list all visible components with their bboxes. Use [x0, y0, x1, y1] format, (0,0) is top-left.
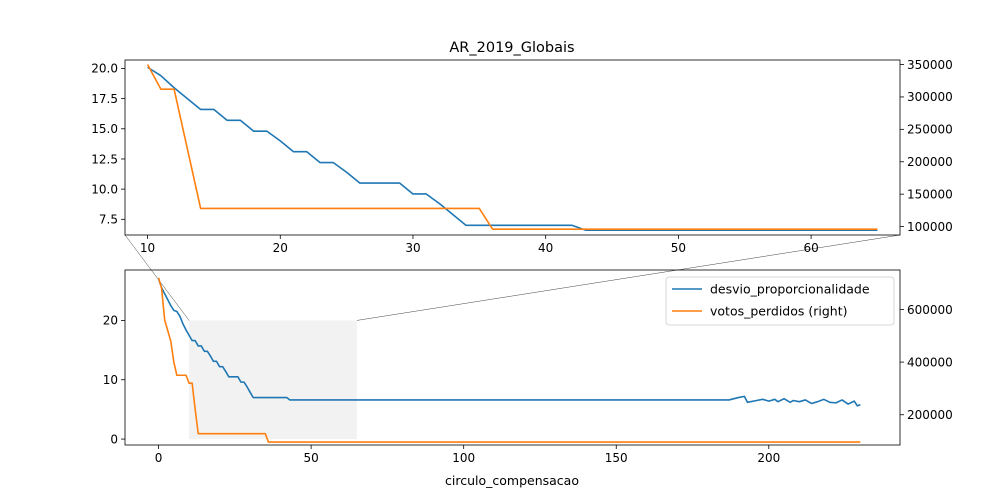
legend: desvio_proporcionalidade votos_perdidos …: [665, 276, 895, 326]
bottom-axes-frame: [124, 269, 901, 446]
series-line-votos-top: [146, 64, 878, 230]
x-tick-label: 50: [303, 451, 318, 465]
series-line-desvio-top: [147, 66, 878, 231]
x-tick-label: 60: [803, 241, 818, 255]
y-left-tick-label: 10.0: [91, 182, 118, 196]
y-right-tick-label: 400000: [907, 355, 953, 369]
y-left-tick-label: 7.5: [99, 213, 118, 227]
y-right-tick-label: 100000: [907, 220, 953, 234]
y-right-tick-label: 150000: [907, 187, 953, 201]
bottom-x-axis: 0 50 100 150 200: [155, 445, 780, 465]
bottom-series-lines: [157, 277, 861, 443]
zoom-connector-left: [124, 234, 190, 321]
top-y-axis-left: 7.5 10.0 12.5 15.0 17.5 20.0: [91, 62, 125, 227]
x-tick-label: 0: [155, 451, 163, 465]
y-right-tick-label: 250000: [907, 123, 953, 137]
zoom-connector-right: [356, 234, 901, 321]
y-left-tick-label: 20.0: [91, 62, 118, 76]
x-tick-label: 10: [140, 241, 155, 255]
legend-box: [665, 276, 895, 326]
top-x-axis: 10 20 30 40 50 60: [140, 235, 819, 255]
bottom-y-axis-right: 200000 400000 600000: [900, 303, 953, 422]
top-plot-area: 10 20 30 40 50 60 7.5 10.0 12.5 15.0 17.5 20.0 100…: [91, 58, 953, 255]
x-tick-label: 50: [671, 241, 686, 255]
y-left-tick-label: 20: [103, 314, 118, 328]
x-tick-label: 100: [452, 451, 475, 465]
zoom-region-highlight: [189, 320, 357, 440]
y-left-tick-label: 10: [103, 373, 118, 387]
x-tick-label: 40: [538, 241, 553, 255]
top-axes-frame: [124, 59, 901, 236]
top-y-axis-right: 100000 150000 200000 250000 300000 350000: [900, 58, 953, 234]
y-right-tick-label: 600000: [907, 303, 953, 317]
bottom-y-axis-left: 0 10 20: [103, 314, 125, 446]
y-left-tick-label: 15.0: [91, 122, 118, 136]
x-axis-label: circulo_compensacao: [445, 473, 579, 488]
y-right-tick-label: 200000: [907, 155, 953, 169]
legend-label-desvio: desvio_proporcionalidade: [710, 282, 870, 297]
y-left-tick-label: 17.5: [91, 92, 118, 106]
chart-title: AR_2019_Globais: [449, 40, 574, 56]
y-left-tick-label: 12.5: [91, 152, 118, 166]
y-right-tick-label: 350000: [907, 58, 953, 72]
x-tick-label: 20: [273, 241, 288, 255]
y-right-tick-label: 200000: [907, 408, 953, 422]
legend-label-votos: votos_perdidos (right): [710, 304, 848, 319]
y-left-tick-label: 0: [110, 432, 118, 446]
y-right-tick-label: 300000: [907, 90, 953, 104]
x-tick-label: 200: [757, 451, 780, 465]
zoom-connector-lines: [124, 234, 901, 321]
x-tick-label: 30: [405, 241, 420, 255]
bottom-plot-area: 0 50 100 150 200 0 10 20 200000 400000 600000: [103, 269, 953, 465]
top-series-lines: [146, 64, 878, 231]
series-line-desvio-bot: [157, 278, 861, 407]
series-line-votos-bot: [157, 277, 861, 443]
x-tick-label: 150: [605, 451, 628, 465]
